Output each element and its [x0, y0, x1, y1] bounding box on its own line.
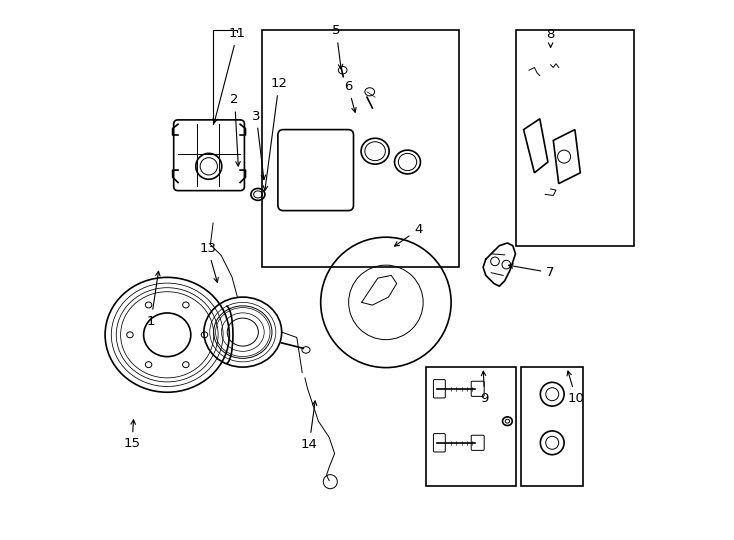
Text: 4: 4: [395, 223, 423, 246]
Bar: [515, 30, 634, 246]
Bar: [262, 30, 459, 267]
Text: 1: 1: [147, 271, 160, 328]
Ellipse shape: [338, 66, 347, 74]
Ellipse shape: [365, 87, 374, 96]
Text: 2: 2: [230, 93, 240, 166]
Text: 6: 6: [344, 80, 356, 112]
Text: 10: 10: [567, 371, 584, 405]
Polygon shape: [362, 275, 396, 305]
Text: 15: 15: [123, 420, 141, 450]
Text: 8: 8: [546, 28, 555, 48]
Text: 13: 13: [199, 242, 218, 282]
Bar: [521, 367, 583, 486]
Text: 12: 12: [264, 77, 288, 191]
Text: 7: 7: [509, 264, 555, 279]
Text: 14: 14: [301, 401, 318, 451]
Text: 3: 3: [252, 110, 266, 180]
Text: 9: 9: [481, 371, 489, 405]
Bar: [426, 367, 515, 486]
Text: 11: 11: [213, 27, 246, 123]
Text: 5: 5: [332, 24, 343, 69]
